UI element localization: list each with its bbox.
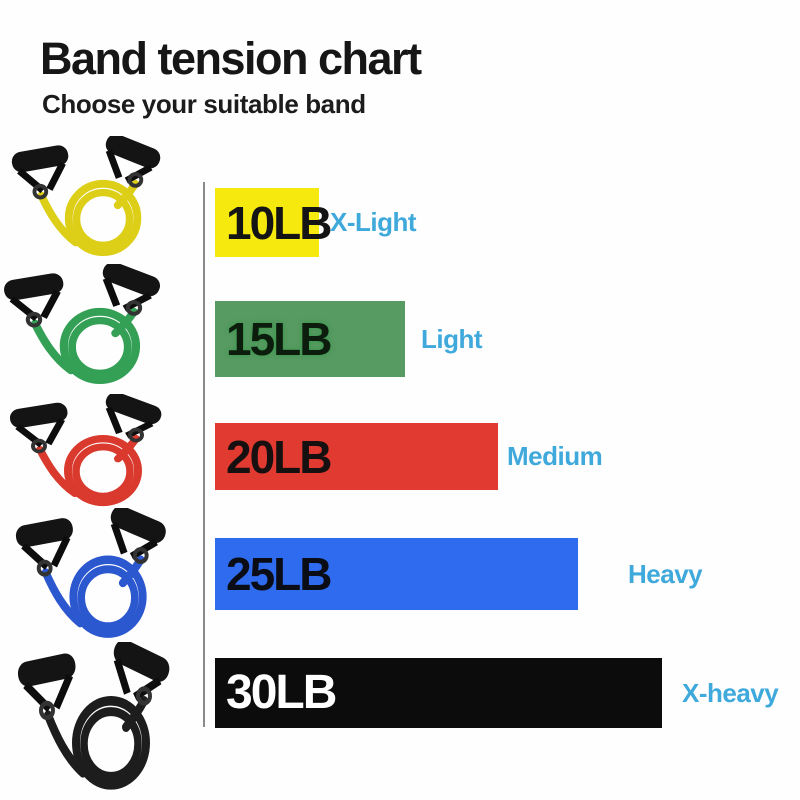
resistance-band-yellow-icon — [8, 136, 204, 258]
resistance-band-blue-icon — [12, 508, 210, 640]
tension-bar-25lb: 25LB — [215, 538, 578, 610]
tension-bar-10lb: 10LB — [215, 188, 332, 257]
chart-baseline — [203, 182, 205, 727]
level-label: Light — [421, 323, 483, 354]
level-label: X-heavy — [682, 677, 779, 708]
resistance-band-red-icon — [6, 394, 206, 508]
tension-row-20lb: 20LB Medium — [215, 423, 603, 490]
tension-row-25lb: 25LB Heavy — [215, 538, 703, 610]
resistance-band-green-icon — [0, 264, 206, 386]
level-label: Medium — [507, 441, 603, 471]
tension-bar-20lb: 20LB — [215, 423, 498, 490]
level-label: Heavy — [628, 558, 703, 589]
weight-label: 30LB — [226, 666, 337, 719]
weight-label: 25LB — [226, 548, 332, 600]
page-subtitle: Choose your suitable band — [42, 89, 366, 119]
weight-label: 15LB — [226, 313, 332, 365]
tension-row-15lb: 15LB Light — [215, 301, 483, 377]
level-label: X-Light — [330, 207, 417, 237]
weight-label: 20LB — [226, 430, 332, 483]
resistance-band-black-icon — [14, 642, 214, 792]
tension-bar-15lb: 15LB — [215, 301, 405, 377]
tension-row-30lb: 30LB X-heavy — [215, 658, 779, 728]
tension-bar-30lb: 30LB — [215, 658, 662, 728]
page-title: Band tension chart — [40, 33, 422, 84]
tension-row-10lb: 10LB X-Light — [215, 188, 417, 257]
weight-label: 10LB — [226, 196, 332, 249]
